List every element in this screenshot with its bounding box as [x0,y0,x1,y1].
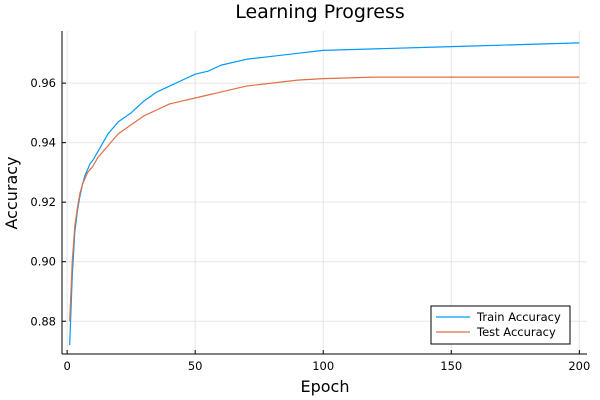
series-line-test-accuracy [69,76,580,322]
x-tick-label: 0 [63,359,70,373]
x-tick-label: 200 [568,359,590,373]
series-line-train-accuracy [69,42,580,346]
y-axis-label: Accuracy [2,156,21,229]
chart-title: Learning Progress [235,1,405,23]
x-axis-label: Epoch [301,377,350,396]
legend: Train Accuracy Test Accuracy [430,305,571,345]
legend-label-test-accuracy: Test Accuracy [476,325,556,339]
y-tick-label: 0.92 [30,195,56,209]
plot-lines [69,42,580,346]
x-tick-label: 150 [440,359,462,373]
y-tick-label: 0.90 [30,255,56,269]
y-tick-label: 0.94 [30,136,56,150]
x-tick-label: 50 [188,359,203,373]
y-tick-label: 0.96 [30,76,56,90]
x-ticks: 0 50 100 150 200 [63,350,590,373]
legend-label-train-accuracy: Train Accuracy [476,310,561,324]
legend-box [430,305,571,345]
y-tick-label: 0.88 [30,314,56,328]
x-tick-label: 100 [312,359,334,373]
y-ticks: 0.88 0.90 0.92 0.94 0.96 [30,76,66,328]
grid-lines [62,31,587,354]
